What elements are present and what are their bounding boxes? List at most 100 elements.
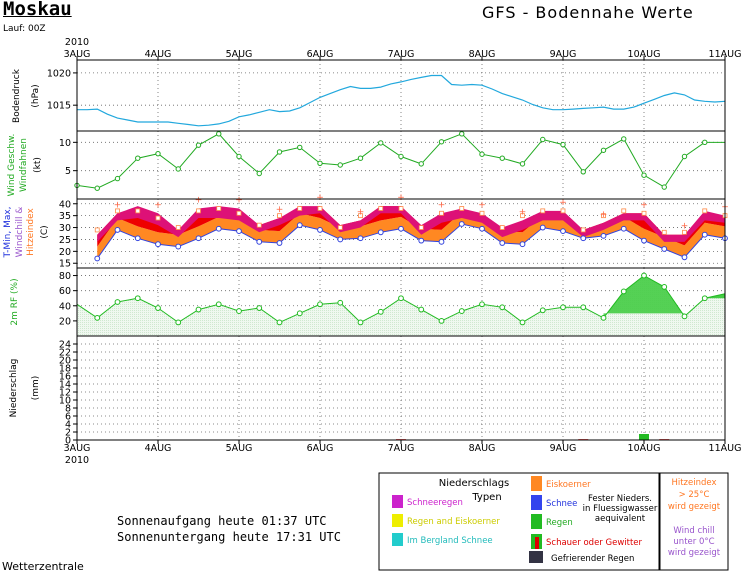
time-label-bottom: 3AUG [64, 443, 91, 454]
y-tick-label: 20 [59, 247, 71, 258]
legend-title2: Typen [471, 492, 501, 503]
tmax-marker [601, 213, 606, 219]
tmax-marker [682, 229, 687, 235]
heat-plus: + [154, 200, 162, 210]
heat-plus: + [438, 200, 446, 210]
y-tick-label: 40 [59, 301, 71, 312]
tmax-marker [398, 206, 404, 211]
y-tick-label: 8 [65, 404, 71, 415]
tmin-point [600, 232, 607, 239]
wind-point [378, 140, 384, 146]
wind-point [661, 184, 667, 190]
tmin-point [661, 246, 668, 252]
tmin-point [438, 238, 445, 245]
tmin-point [94, 255, 101, 262]
rh-point [296, 310, 303, 317]
y-tick-label: 60 [59, 286, 71, 297]
legend: Niederschlags Typen Schneeregen Regen and E… [378, 472, 729, 571]
time-label-top: 10AUG [628, 49, 661, 60]
tmin-point [458, 221, 465, 227]
wind-point [175, 166, 181, 172]
rh-point [519, 319, 526, 326]
time-label-bottom: 4AUG [145, 443, 172, 454]
wind-point [641, 172, 647, 178]
legend-label: Schnee [546, 499, 577, 509]
tmin-point [337, 236, 344, 243]
tmax-marker [439, 210, 444, 216]
tmin-point [215, 225, 222, 232]
legend-label: Gefrierender Regen [551, 554, 634, 564]
pressure-ylabel: Bodendruck [12, 68, 22, 123]
legend-label: Schneeregen [407, 498, 463, 508]
tmin-point [580, 235, 587, 242]
y-tick-label: 24 [59, 340, 71, 351]
time-label-bottom: 9AUG [550, 443, 577, 454]
tmax-marker [94, 227, 100, 233]
wind-point [580, 169, 586, 175]
heat-plus: + [276, 205, 284, 215]
time-label-bottom: 5AUG [226, 443, 253, 454]
tmin-point [256, 238, 263, 245]
temp-unit: (C) [40, 225, 50, 238]
wind-point [540, 136, 546, 143]
footer-label: Wetterzentrale [2, 560, 84, 573]
time-label-bottom: 8AUG [469, 443, 496, 454]
wind-point [297, 144, 303, 151]
rh-point [458, 308, 465, 314]
legend-label: Im Bergland Schnee [407, 536, 493, 546]
legend-heat-note: wird gezeigt [668, 502, 721, 512]
temp-ylabel: T-Min, Max, [3, 206, 13, 258]
wind-ylabel2: Windfahnen [19, 138, 29, 192]
tmin-point [195, 235, 202, 242]
legend-label: Regen [546, 518, 573, 528]
legend-side-box [659, 472, 729, 571]
temp-heat-band [97, 206, 725, 242]
rh-point [236, 308, 242, 314]
wind-point [236, 153, 242, 160]
wind-point [276, 149, 283, 155]
rh-point [195, 306, 202, 313]
wind-point [94, 185, 100, 191]
y-tick-label: 6 [65, 412, 71, 423]
wind-point [519, 161, 526, 167]
tmax-marker [479, 210, 485, 216]
rh-point [418, 306, 425, 313]
wind-point [621, 136, 627, 142]
panel-frame [76, 130, 726, 200]
rh-point [539, 307, 546, 314]
year-label-bottom: 2010 [65, 455, 89, 466]
heat-plus: + [478, 200, 486, 210]
y-tick-label: 35 [59, 211, 71, 222]
time-label-top: 11AUG [709, 49, 741, 60]
wind-point [195, 142, 202, 148]
tmin-point [236, 228, 242, 235]
wind-point [398, 153, 404, 160]
y-tick-label: 12 [59, 388, 71, 399]
legend-swatch [531, 514, 542, 529]
tmax-marker [277, 213, 282, 219]
wind-point [216, 131, 222, 137]
tmin-point [377, 229, 384, 236]
rh-point [620, 288, 627, 295]
tmin-point [418, 237, 425, 244]
tmin-point [681, 254, 688, 261]
wind-point [317, 160, 323, 167]
tmax-marker [418, 225, 424, 230]
heat-plus: + [195, 196, 203, 206]
tmin-point [539, 224, 546, 231]
y-tick-label: 25 [59, 235, 71, 246]
tmax-marker [317, 206, 323, 211]
tmin-point [519, 241, 526, 248]
precip-unit: (mm) [31, 376, 41, 401]
rh-point [337, 299, 344, 306]
rh-point [256, 305, 263, 311]
tmax-marker [378, 206, 384, 211]
wind-point [155, 150, 161, 157]
wind-point [357, 155, 364, 161]
tmin-point [499, 240, 506, 246]
time-label-bottom: 7AUG [388, 443, 415, 454]
rh-point [681, 313, 688, 320]
y-tick-label: 22 [59, 348, 71, 359]
time-label-top: 3AUG [64, 49, 91, 60]
